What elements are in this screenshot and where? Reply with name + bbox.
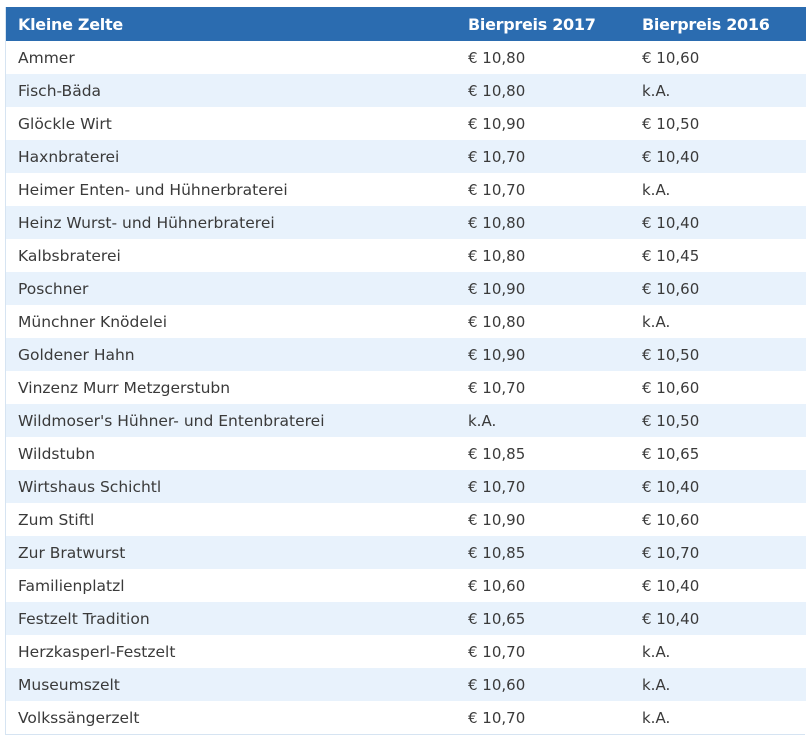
table-row: Münchner Knödelei € 10,80 k.A. (6, 305, 806, 338)
cell-tent-name: Heimer Enten- und Hühnerbraterei (18, 180, 288, 199)
cell-price-2017: € 10,60 (468, 675, 526, 694)
cell-price-2016: € 10,50 (642, 411, 700, 430)
cell-price-2017: € 10,70 (468, 477, 526, 496)
table-row: Wildstubn € 10,85 € 10,65 (6, 437, 806, 470)
beer-price-table: Kleine Zelte Bierpreis 2017 Bierpreis 20… (6, 7, 806, 734)
table-row: Fisch-Bäda € 10,80 k.A. (6, 74, 806, 107)
cell-tent-name: Museumszelt (18, 675, 120, 694)
table-row: Wildmoser's Hühner- und Entenbraterei k.A… (6, 404, 806, 437)
table-row: Zum Stiftl € 10,90 € 10,60 (6, 503, 806, 536)
cell-price-2016: k.A. (642, 312, 671, 331)
cell-tent-name: Heinz Wurst- und Hühnerbraterei (18, 213, 275, 232)
cell-price-2017: k.A. (468, 411, 497, 430)
header-bierpreis-2016: Bierpreis 2016 (642, 14, 770, 34)
cell-price-2017: € 10,65 (468, 609, 526, 628)
cell-price-2016: € 10,60 (642, 378, 700, 397)
cell-price-2017: € 10,60 (468, 576, 526, 595)
cell-price-2017: € 10,90 (468, 114, 526, 133)
cell-tent-name: Haxnbraterei (18, 147, 120, 166)
cell-price-2016: k.A. (642, 180, 671, 199)
cell-tent-name: Ammer (18, 48, 75, 67)
cell-price-2016: k.A. (642, 81, 671, 100)
cell-price-2016: € 10,50 (642, 114, 700, 133)
cell-price-2017: € 10,80 (468, 312, 526, 331)
cell-price-2016: € 10,50 (642, 345, 700, 364)
cell-price-2017: € 10,80 (468, 48, 526, 67)
cell-price-2017: € 10,80 (468, 81, 526, 100)
cell-tent-name: Münchner Knödelei (18, 312, 168, 331)
table-row: Kalbsbraterei € 10,80 € 10,45 (6, 239, 806, 272)
cell-price-2016: € 10,60 (642, 510, 700, 529)
cell-price-2017: € 10,70 (468, 642, 526, 661)
cell-price-2017: € 10,70 (468, 180, 526, 199)
cell-price-2016: k.A. (642, 675, 671, 694)
table-body: Ammer € 10,80 € 10,60 Fisch-Bäda € 10,80 k.A.… (6, 41, 806, 734)
cell-price-2017: € 10,70 (468, 708, 526, 727)
table-row: Festzelt Tradition € 10,65 € 10,40 (6, 602, 806, 635)
cell-tent-name: Wirtshaus Schichtl (18, 477, 162, 496)
table-row: Zur Bratwurst € 10,85 € 10,70 (6, 536, 806, 569)
header-row: Kleine Zelte Bierpreis 2017 Bierpreis 20… (6, 7, 806, 41)
table-row: Volkssängerzelt € 10,70 k.A. (6, 701, 806, 734)
table-row: Vinzenz Murr Metzgerstubn € 10,70 € 10,60 (6, 371, 806, 404)
cell-tent-name: Fisch-Bäda (18, 81, 102, 100)
cell-price-2016: € 10,40 (642, 576, 700, 595)
cell-price-2017: € 10,70 (468, 378, 526, 397)
cell-price-2017: € 10,85 (468, 543, 526, 562)
beer-price-table-container: Kleine Zelte Bierpreis 2017 Bierpreis 20… (5, 7, 806, 735)
cell-tent-name: Wildmoser's Hühner- und Entenbraterei (18, 411, 325, 430)
cell-price-2016: € 10,60 (642, 48, 700, 67)
cell-tent-name: Zur Bratwurst (18, 543, 126, 562)
cell-tent-name: Poschner (18, 279, 89, 298)
cell-price-2016: € 10,40 (642, 477, 700, 496)
table-row: Heimer Enten- und Hühnerbraterei € 10,70 k… (6, 173, 806, 206)
table-row: Goldener Hahn € 10,90 € 10,50 (6, 338, 806, 371)
cell-price-2016: € 10,70 (642, 543, 700, 562)
table-row: Herzkasperl-Festzelt € 10,70 k.A. (6, 635, 806, 668)
cell-price-2016: € 10,60 (642, 279, 700, 298)
cell-price-2016: k.A. (642, 642, 671, 661)
cell-price-2016: € 10,45 (642, 246, 700, 265)
table-header: Kleine Zelte Bierpreis 2017 Bierpreis 20… (6, 7, 806, 41)
cell-price-2017: € 10,70 (468, 147, 526, 166)
cell-price-2017: € 10,85 (468, 444, 526, 463)
table-row: Heinz Wurst- und Hühnerbraterei € 10,80 € … (6, 206, 806, 239)
cell-price-2016: € 10,40 (642, 609, 700, 628)
table-row: Museumszelt € 10,60 k.A. (6, 668, 806, 701)
cell-price-2017: € 10,90 (468, 279, 526, 298)
cell-tent-name: Volkssängerzelt (18, 708, 140, 727)
cell-tent-name: Zum Stiftl (18, 510, 95, 529)
table-row: Glöckle Wirt € 10,90 € 10,50 (6, 107, 806, 140)
cell-price-2017: € 10,90 (468, 345, 526, 364)
cell-tent-name: Goldener Hahn (18, 345, 135, 364)
table-row: Ammer € 10,80 € 10,60 (6, 41, 806, 74)
cell-price-2017: € 10,90 (468, 510, 526, 529)
table-row: Wirtshaus Schichtl € 10,70 € 10,40 (6, 470, 806, 503)
cell-price-2016: € 10,40 (642, 213, 700, 232)
table-row: Poschner € 10,90 € 10,60 (6, 272, 806, 305)
header-bierpreis-2017: Bierpreis 2017 (468, 14, 596, 34)
cell-tent-name: Herzkasperl-Festzelt (18, 642, 176, 661)
cell-tent-name: Glöckle Wirt (18, 114, 112, 133)
cell-tent-name: Wildstubn (18, 444, 96, 463)
cell-tent-name: Familienplatzl (18, 576, 125, 595)
cell-price-2016: € 10,65 (642, 444, 700, 463)
cell-price-2016: k.A. (642, 708, 671, 727)
cell-price-2017: € 10,80 (468, 213, 526, 232)
cell-tent-name: Vinzenz Murr Metzgerstubn (18, 378, 231, 397)
cell-price-2016: € 10,40 (642, 147, 700, 166)
table-row: Haxnbraterei € 10,70 € 10,40 (6, 140, 806, 173)
table-row: Familienplatzl € 10,60 € 10,40 (6, 569, 806, 602)
cell-tent-name: Kalbsbraterei (18, 246, 121, 265)
header-kleine-zelte: Kleine Zelte (18, 14, 123, 34)
cell-price-2017: € 10,80 (468, 246, 526, 265)
cell-tent-name: Festzelt Tradition (18, 609, 150, 628)
